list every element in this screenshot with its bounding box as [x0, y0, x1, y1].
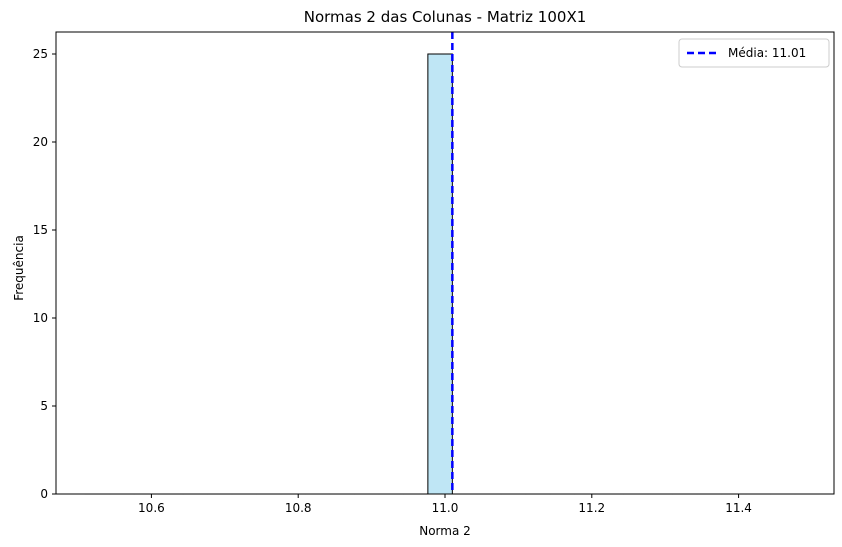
y-tick-label: 15 [33, 223, 48, 237]
y-tick-label: 0 [40, 487, 48, 501]
x-axis: 10.6 10.8 11.0 11.2 11.4 [138, 494, 752, 515]
x-axis-label: Norma 2 [419, 524, 471, 538]
histogram-bar [427, 53, 453, 495]
x-tick-label: 10.6 [138, 501, 165, 515]
y-tick-label: 25 [33, 47, 48, 61]
legend-mean-label: Média: 11.01 [728, 46, 806, 60]
y-axis-label: Frequência [12, 235, 26, 301]
y-tick-label: 10 [33, 311, 48, 325]
plot-frame [55, 31, 835, 495]
legend-box [678, 38, 830, 68]
x-tick-label: 11.4 [725, 501, 752, 515]
chart-title: Normas 2 das Colunas - Matriz 100X1 [304, 8, 587, 26]
y-tick-label: 5 [40, 399, 48, 413]
y-tick-label: 20 [33, 135, 48, 149]
legend: Média: 11.01 [678, 38, 830, 68]
x-tick-label: 10.8 [285, 501, 312, 515]
y-axis: 0 5 10 15 20 25 [33, 47, 56, 501]
x-tick-label: 11.2 [578, 501, 605, 515]
plot-area [84, 32, 820, 495]
x-tick-label: 11.0 [432, 501, 459, 515]
